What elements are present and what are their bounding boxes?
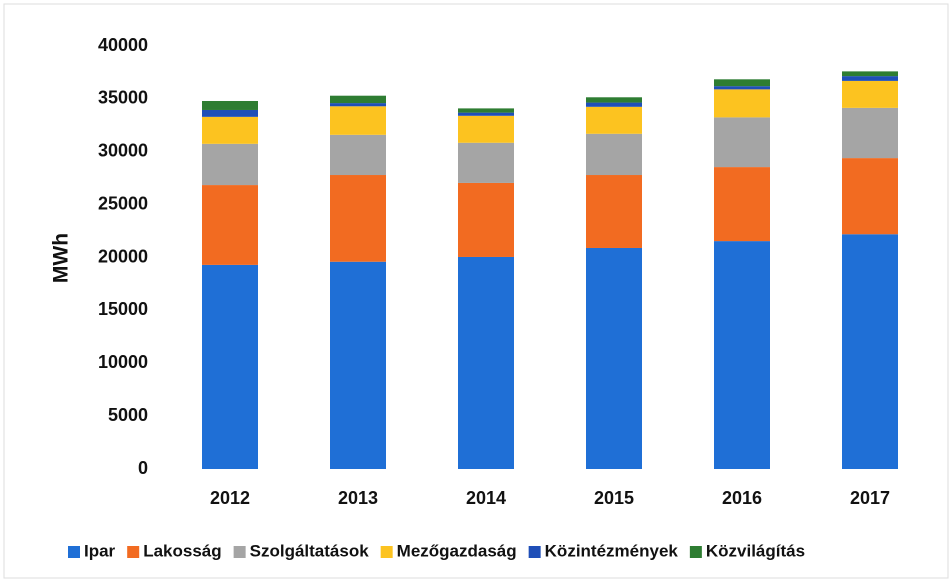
bar-segment [586, 247, 642, 469]
bar-segment [586, 133, 642, 176]
bar-segment [842, 76, 898, 81]
bar-segment [202, 264, 258, 469]
y-tick-label: 30000 [98, 141, 148, 161]
x-tick-label: 2017 [850, 488, 890, 508]
y-tick-label: 40000 [98, 35, 148, 55]
bar-segment [842, 80, 898, 108]
bar-segment [586, 97, 642, 103]
legend-label: Mezőgazdaság [397, 541, 517, 560]
bar-segment [330, 134, 386, 176]
bar-segment [202, 116, 258, 144]
legend-label: Ipar [84, 541, 116, 560]
x-tick-label: 2014 [466, 488, 506, 508]
legend-swatch [127, 546, 140, 558]
bar-segment [458, 142, 514, 183]
bar-segment [714, 241, 770, 469]
y-tick-label: 0 [138, 458, 148, 478]
bar-segment [586, 106, 642, 134]
legend-label: Lakosság [143, 541, 221, 560]
bar-segment [714, 89, 770, 118]
y-tick-label: 35000 [98, 88, 148, 108]
x-tick-label: 2016 [722, 488, 762, 508]
bar-segment [330, 103, 386, 107]
y-tick-label: 10000 [98, 352, 148, 372]
bar-segment [330, 175, 386, 262]
legend-label: Közvilágítás [706, 541, 805, 560]
bar-segment [458, 256, 514, 469]
bar-segment [458, 115, 514, 143]
x-tick-label: 2012 [210, 488, 250, 508]
bar-segment [842, 234, 898, 469]
y-axis-title: MWh [50, 233, 73, 283]
legend-label: Szolgáltatások [250, 541, 370, 560]
bar-segment [202, 185, 258, 265]
bar-segment [842, 71, 898, 77]
bar-segment [714, 79, 770, 87]
bar-segment [330, 95, 386, 104]
x-tick-label: 2013 [338, 488, 378, 508]
legend-swatch [380, 546, 393, 558]
legend-swatch [689, 546, 702, 558]
bar-segment [330, 261, 386, 469]
legend-swatch [68, 546, 80, 558]
bar-segment [586, 175, 642, 248]
bar-segment [586, 102, 642, 107]
bar-segment [202, 100, 258, 110]
bar-segment [458, 182, 514, 257]
bar-segment [330, 106, 386, 135]
x-tick-label: 2015 [594, 488, 634, 508]
bar-segment [202, 143, 258, 186]
legend-swatch [528, 546, 541, 558]
y-tick-label: 5000 [108, 405, 148, 425]
bar-segment [714, 86, 770, 90]
bar-segment [842, 158, 898, 235]
bar-segment [458, 108, 514, 113]
bar-segment [458, 112, 514, 116]
bar-segment [842, 107, 898, 159]
bar-segment [714, 167, 770, 242]
y-tick-label: 25000 [98, 193, 148, 213]
bar-segment [714, 117, 770, 168]
y-tick-label: 20000 [98, 246, 148, 266]
bar-segment [202, 109, 258, 117]
legend-swatch [233, 546, 246, 558]
y-tick-label: 15000 [98, 299, 148, 319]
legend-label: Közintézmények [545, 541, 679, 560]
